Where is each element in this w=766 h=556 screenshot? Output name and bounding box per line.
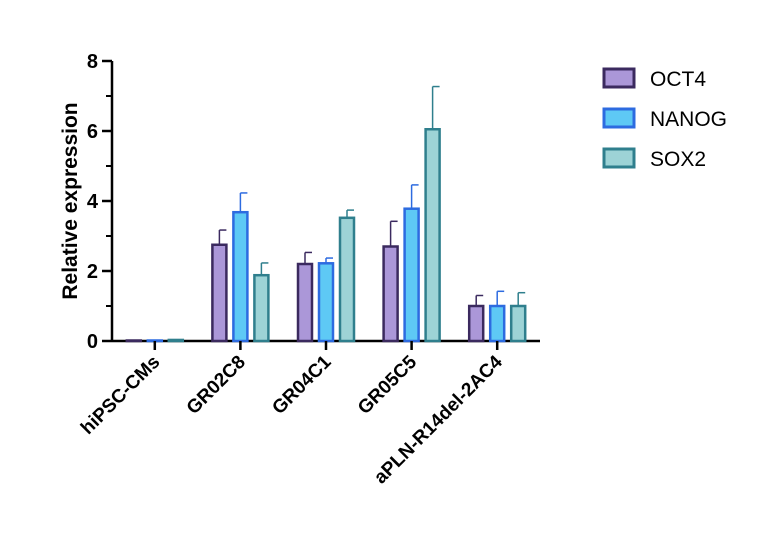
bar-nanog-hipsc-cms [146, 339, 164, 343]
legend-label: OCT4 [650, 68, 706, 91]
legend-item-nanog: NANOG [602, 107, 727, 131]
y-tick-label: 0 [87, 331, 98, 353]
legend-item-oct4: OCT4 [602, 67, 706, 91]
x-tick-label: hiPSC-CMs [77, 352, 164, 439]
bar-sox2-apln-r14del-2ac4 [509, 291, 527, 343]
bar [125, 339, 143, 343]
x-tick-label: GR05C5 [354, 351, 421, 418]
bar [232, 210, 249, 343]
bar [253, 273, 270, 343]
bar [317, 262, 335, 343]
bar [296, 262, 314, 343]
y-tick-label: 2 [87, 261, 98, 283]
y-tick-label: 8 [87, 51, 98, 73]
y-tick-label: 4 [87, 191, 99, 213]
bar-sox2-gr05c5 [424, 85, 441, 343]
y-axis-label: Relative expression [59, 102, 82, 299]
x-tick-labels: hiPSC-CMs GR02C8 GR04C1 GR05C5aPLN-R14del-2… [77, 341, 507, 488]
bar-nanog-gr05c5 [403, 184, 420, 343]
bar [211, 243, 228, 343]
x-tick-label: GR04C1 [268, 351, 335, 418]
bar [403, 207, 420, 343]
bar [167, 338, 185, 343]
bar [488, 304, 506, 343]
y-tick-label: 6 [87, 121, 98, 143]
bar-nanog-apln-r14del-2ac4 [488, 290, 506, 343]
x-tick-label: GR02C8 [183, 352, 250, 419]
bar-sox2-hipsc-cms [167, 338, 185, 343]
bar [146, 339, 164, 343]
bar [509, 304, 527, 343]
bar-oct4-apln-r14del-2ac4 [467, 294, 485, 343]
legend-label: SOX2 [650, 148, 706, 171]
bar-oct4-hipsc-cms [125, 339, 143, 343]
legend-swatch [602, 107, 636, 129]
legend: OCT4 NANOG SOX2 [602, 67, 727, 171]
bar-oct4-gr04c1 [296, 251, 314, 343]
bar [382, 245, 399, 343]
bar-nanog-gr02c8 [232, 192, 249, 343]
bar-nanog-gr04c1 [317, 257, 335, 343]
bar [338, 216, 356, 343]
bars [125, 85, 527, 343]
legend-swatch [602, 147, 636, 169]
bar [467, 304, 485, 343]
legend-item-sox2: SOX2 [602, 147, 706, 171]
legend-swatch [602, 67, 636, 89]
bar-sox2-gr04c1 [338, 209, 356, 343]
bar-oct4-gr05c5 [382, 220, 399, 343]
legend-label: NANOG [650, 108, 727, 131]
bar-oct4-gr02c8 [211, 229, 228, 343]
bar-sox2-gr02c8 [253, 262, 270, 343]
bar [424, 128, 441, 343]
